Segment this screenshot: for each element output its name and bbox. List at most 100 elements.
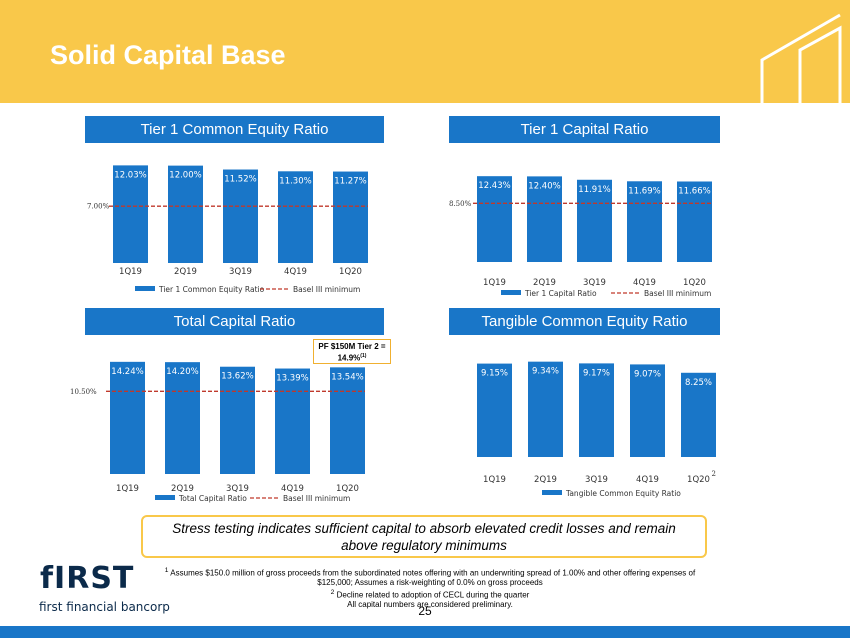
reference-label: 10.50%	[70, 388, 97, 396]
x-tick-label: 1Q19	[119, 267, 142, 277]
x-tick-label: 3Q19	[229, 267, 252, 277]
legend-label: Basel III minimum	[283, 494, 350, 503]
brand-tagline: first financial bancorp	[39, 600, 170, 614]
footnote-2-text: Decline related to adoption of CECL duri…	[336, 590, 530, 600]
bar-value-label: 11.30%	[279, 176, 311, 186]
bar-value-label: 9.15%	[481, 369, 508, 379]
legend-label: Tier 1 Capital Ratio	[524, 289, 597, 298]
chart-tier1-capital: 12.43% 1Q19 12.40% 2Q19 11.91% 3Q19 11.69% 4Q19…	[449, 176, 712, 298]
bar	[168, 165, 203, 263]
bar-value-label: 12.43%	[478, 181, 510, 191]
x-tick-label: 3Q19	[583, 278, 606, 288]
bar	[278, 171, 313, 263]
bar	[677, 181, 712, 262]
panel-title-tangible-common: Tangible Common Equity Ratio	[449, 308, 720, 335]
bar-value-label: 14.20%	[166, 367, 198, 377]
chart-tangible-common-equity: 9.15% 1Q19 9.34% 2Q19 9.17% 3Q19 9.07% 4Q19 8.25…	[477, 361, 716, 498]
bar-value-label: 14.24%	[111, 367, 143, 377]
footnotes: 1 Assumes $150.0 million of gross procee…	[160, 566, 700, 609]
bar	[579, 363, 614, 457]
stress-testing-box: Stress testing indicates sufficient capi…	[141, 515, 707, 558]
page-number: 25	[418, 604, 432, 618]
bar-value-label: 13.54%	[331, 372, 363, 382]
bar	[577, 179, 612, 262]
bar	[528, 361, 563, 457]
x-tick-label: 1Q19	[483, 278, 506, 288]
x-tick-label: 1Q19	[116, 484, 139, 494]
bar	[165, 362, 200, 474]
legend-label: Basel III minimum	[293, 285, 360, 294]
panel-title-tier1-capital: Tier 1 Capital Ratio	[449, 116, 720, 143]
bar-value-label: 12.03%	[114, 170, 146, 180]
x-tick-label: 1Q20	[683, 278, 706, 288]
bar	[630, 364, 665, 457]
bar-value-label: 9.07%	[634, 369, 661, 379]
chart-total-capital: 14.24% 1Q19 14.20% 2Q19 13.62% 3Q19 13.39% 4Q19…	[70, 361, 365, 503]
slide-title: Solid Capital Base	[50, 40, 286, 70]
bar	[220, 366, 255, 474]
chart-tier1-common-equity: 12.03% 1Q19 12.00% 2Q19 11.52% 3Q19 11.30% 4Q19…	[87, 165, 368, 294]
legend-swatch	[135, 286, 155, 291]
footnote-1: 1 Assumes $150.0 million of gross procee…	[160, 566, 700, 588]
stress-testing-text: Stress testing indicates sufficient capi…	[172, 520, 676, 553]
bar	[223, 169, 258, 263]
bar	[275, 368, 310, 474]
reference-label: 8.50%	[449, 200, 472, 208]
bar-value-label: 13.39%	[276, 374, 308, 384]
bar-value-label: 11.66%	[678, 186, 710, 196]
legend-label: Basel III minimum	[644, 289, 711, 298]
bar-value-label: 12.00%	[169, 171, 201, 181]
x-tick-label: 1Q20	[687, 475, 710, 485]
panel-title-tier1-common: Tier 1 Common Equity Ratio	[85, 116, 384, 143]
x-tick-label: 1Q19	[483, 475, 506, 485]
footnote-2-marker: 2	[330, 588, 335, 596]
footnote-3: All capital numbers are considered preli…	[347, 599, 513, 609]
x-tick-label: 4Q19	[636, 475, 659, 485]
bar-value-label: 11.69%	[628, 186, 660, 196]
bar-value-label: 11.27%	[334, 177, 366, 187]
x-tick-label: 2Q19	[174, 267, 197, 277]
bar-value-label: 11.91%	[578, 185, 610, 195]
callout-value: 14.9%	[337, 353, 361, 363]
bar	[627, 181, 662, 262]
legend-swatch	[501, 290, 521, 295]
x-tick-label: 1Q20	[339, 267, 362, 277]
callout-footnote-ref: (1)	[360, 352, 367, 359]
pf-tier2-callout: PF $150M Tier 2 = 14.9%(1)	[313, 339, 391, 364]
legend-label: Tier 1 Common Equity Ratio	[158, 285, 265, 294]
bar	[113, 165, 148, 263]
reference-label: 7.00%	[87, 203, 110, 211]
bar	[477, 176, 512, 262]
footer-band	[0, 626, 850, 638]
bar	[681, 372, 716, 457]
bar-value-label: 12.40%	[528, 181, 560, 191]
x-tick-label: 2Q19	[534, 475, 557, 485]
legend-swatch	[155, 495, 175, 500]
footnote-1-text: Assumes $150.0 million of gross proceeds…	[170, 568, 696, 588]
x-tick-label: 2Q19	[533, 278, 556, 288]
legend-swatch	[542, 490, 562, 495]
callout-line2: 14.9%(1)	[314, 352, 390, 363]
panel-title-total-capital: Total Capital Ratio	[85, 308, 384, 335]
callout-line1: PF $150M Tier 2 =	[318, 342, 386, 351]
bar-value-label: 9.34%	[532, 367, 559, 377]
bar	[477, 363, 512, 457]
bar-value-label: 13.62%	[221, 372, 253, 382]
x-tick-label: 4Q19	[281, 484, 304, 494]
bar-value-label: 9.17%	[583, 368, 610, 378]
bar-value-label: 8.25%	[685, 378, 712, 388]
bar	[110, 361, 145, 474]
x-tick-label: 4Q19	[284, 267, 307, 277]
header-band	[0, 0, 850, 103]
legend-label: Total Capital Ratio	[178, 494, 247, 503]
x-tick-label: 3Q19	[585, 475, 608, 485]
x-tick-label: 1Q20	[336, 484, 359, 494]
footnote-1-marker: 1	[164, 567, 169, 574]
x-tick-label: 4Q19	[633, 278, 656, 288]
brand-logo: fIRST	[40, 561, 135, 596]
x-tick-label: 2Q19	[171, 484, 194, 494]
bar	[527, 176, 562, 262]
category-footnote-marker: 2	[712, 470, 716, 478]
bar-value-label: 11.52%	[224, 175, 256, 185]
bar	[330, 367, 365, 474]
